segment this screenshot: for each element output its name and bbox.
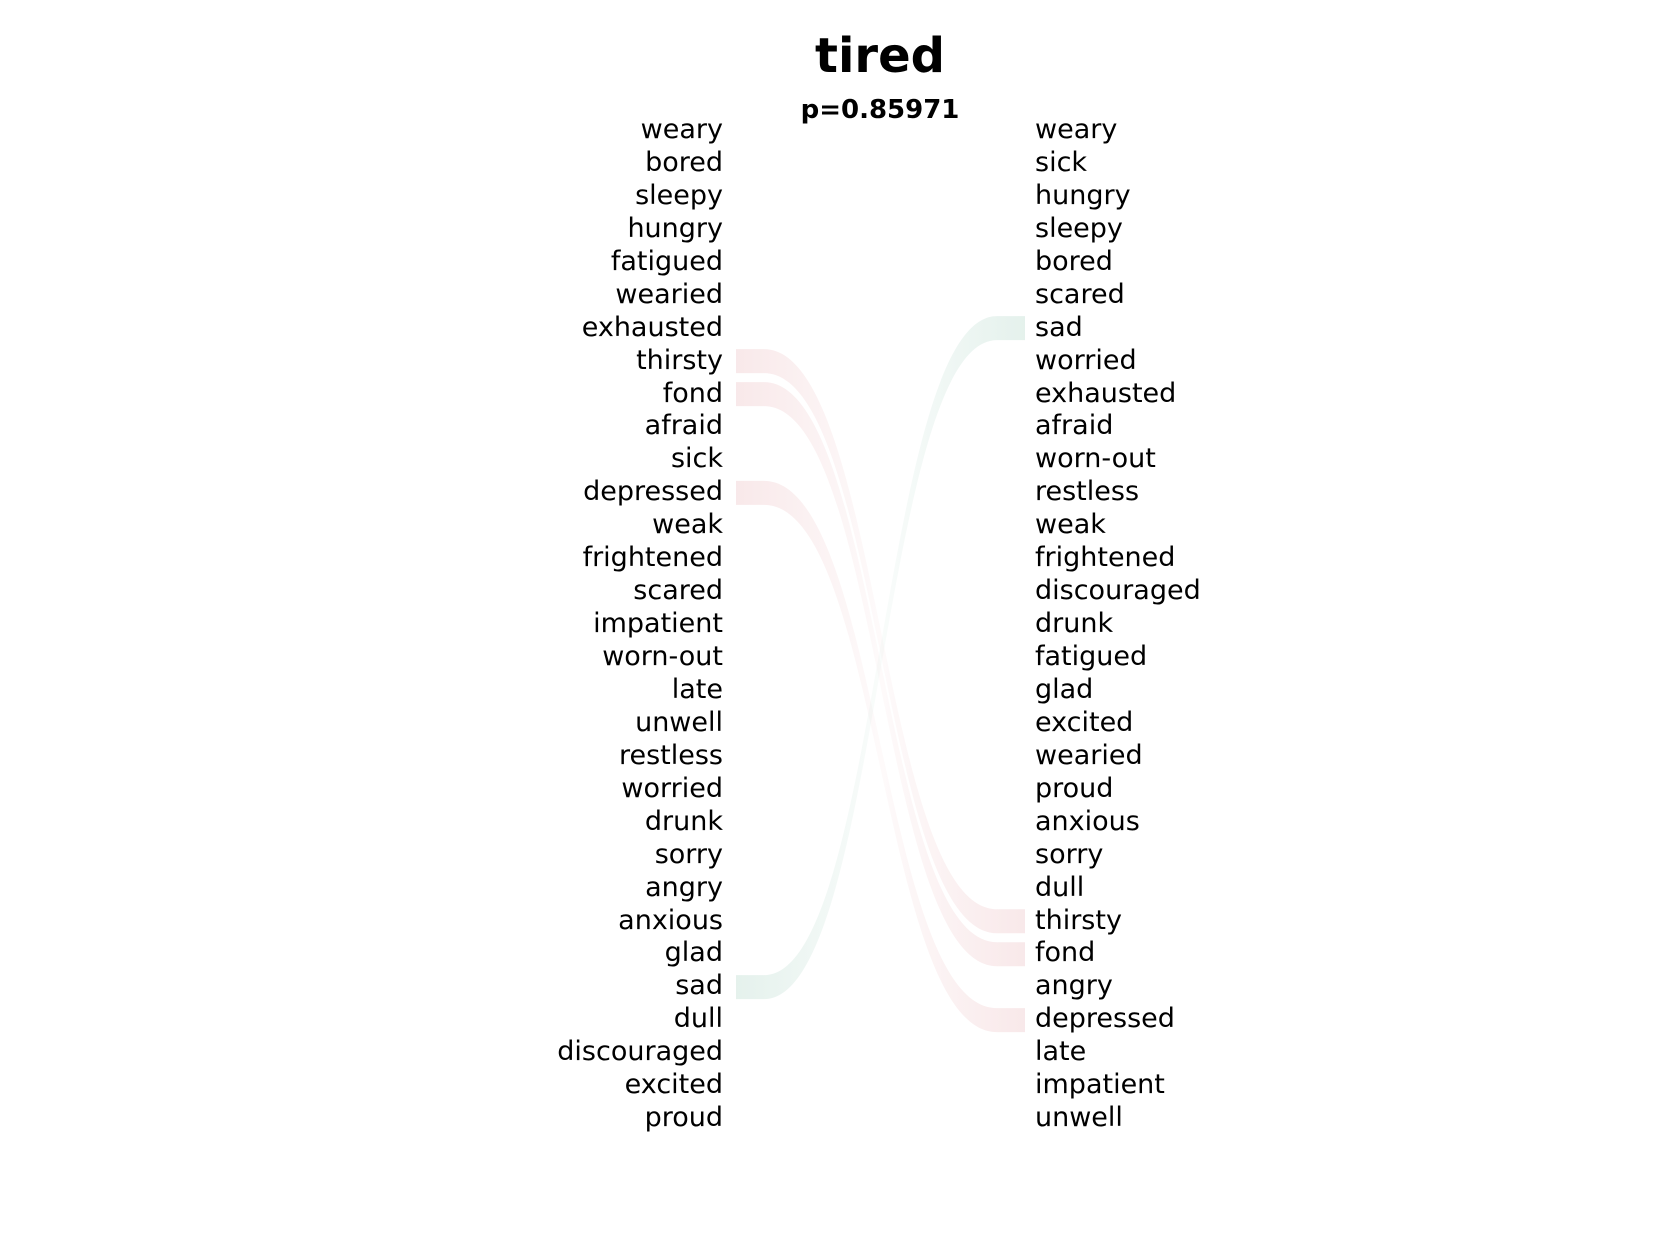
left-word-item: fatigued — [610, 245, 723, 277]
left-word-item: fond — [662, 377, 723, 409]
right-word-item: afraid — [1035, 410, 1114, 442]
left-word-item: exhausted — [581, 311, 723, 343]
left-word-item: discouraged — [557, 1036, 723, 1068]
diagram-subtitle: p=0.85971 — [800, 95, 960, 125]
right-word-item: impatient — [1035, 1069, 1165, 1101]
right-word-item: restless — [1035, 476, 1140, 508]
right-word-item: proud — [1035, 772, 1114, 804]
right-word-list: weary sick hungry sleepy bored scared sad worri… — [1035, 114, 1335, 1135]
left-word-item: sorry — [654, 838, 723, 870]
left-word-item: angry — [645, 871, 723, 903]
left-word-item: depressed — [583, 476, 723, 508]
right-word-item: wearied — [1035, 739, 1143, 771]
left-word-item: afraid — [644, 410, 723, 442]
left-word-item: weak — [652, 509, 723, 541]
right-word-item: glad — [1035, 673, 1094, 705]
right-word-item: anxious — [1035, 805, 1140, 837]
link-ribbon-depressed — [736, 480, 1025, 1033]
right-word-item: late — [1035, 1036, 1087, 1068]
left-word-item: worried — [621, 772, 723, 804]
diagram-title: tired — [815, 28, 945, 84]
left-word-item: sleepy — [635, 179, 723, 211]
right-word-item: scared — [1035, 278, 1125, 310]
left-word-item: worn-out — [602, 641, 723, 672]
right-word-item: angry — [1035, 970, 1113, 1002]
right-word-item: fond — [1035, 937, 1096, 969]
right-word-item: fatigued — [1035, 641, 1148, 672]
right-word-item: frightened — [1035, 542, 1176, 574]
right-word-item: depressed — [1035, 1003, 1175, 1035]
right-word-item: discouraged — [1035, 575, 1201, 607]
right-word-item: hungry — [1035, 179, 1131, 211]
left-word-item: sad — [675, 970, 723, 1002]
right-word-item: unwell — [1035, 1102, 1123, 1134]
left-word-item: sick — [670, 443, 723, 475]
link-ribbon-sad — [736, 316, 1025, 1000]
left-word-item: restless — [618, 739, 723, 771]
left-word-item: late — [671, 673, 723, 705]
left-word-item: impatient — [593, 608, 723, 640]
left-word-item: frightened — [582, 542, 723, 574]
left-word-item: thirsty — [636, 344, 723, 376]
left-word-item: unwell — [635, 706, 723, 738]
right-word-item: thirsty — [1035, 904, 1122, 936]
left-word-item: scared — [633, 575, 723, 607]
right-word-item: sick — [1035, 146, 1088, 178]
right-word-item: weary — [1035, 114, 1118, 145]
left-word-item: drunk — [644, 805, 723, 837]
left-word-item: dull — [673, 1003, 723, 1035]
right-word-item: excited — [1035, 706, 1134, 738]
right-word-item: weak — [1035, 509, 1106, 541]
right-word-item: sad — [1035, 311, 1083, 343]
left-word-item: anxious — [618, 904, 723, 936]
left-word-item: proud — [644, 1102, 723, 1134]
left-word-item: weary — [640, 114, 723, 145]
right-word-item: sorry — [1035, 838, 1104, 870]
right-word-item: worried — [1035, 344, 1137, 376]
link-ribbon-fond — [736, 382, 1025, 967]
left-word-item: wearied — [615, 278, 723, 310]
left-word-item: glad — [664, 937, 723, 969]
left-word-list: weary bored sleepy hungry fatigued wearied exh… — [430, 114, 723, 1135]
right-word-item: bored — [1035, 245, 1113, 277]
left-word-item: excited — [624, 1069, 723, 1101]
right-word-item: drunk — [1035, 608, 1114, 640]
right-word-item: sleepy — [1035, 212, 1123, 244]
right-word-item: dull — [1035, 871, 1085, 903]
right-word-item: exhausted — [1035, 377, 1177, 409]
right-word-item: worn-out — [1035, 443, 1156, 475]
link-ribbon-thirsty — [736, 349, 1025, 934]
left-word-item: bored — [645, 146, 723, 178]
left-word-item: hungry — [627, 212, 723, 244]
